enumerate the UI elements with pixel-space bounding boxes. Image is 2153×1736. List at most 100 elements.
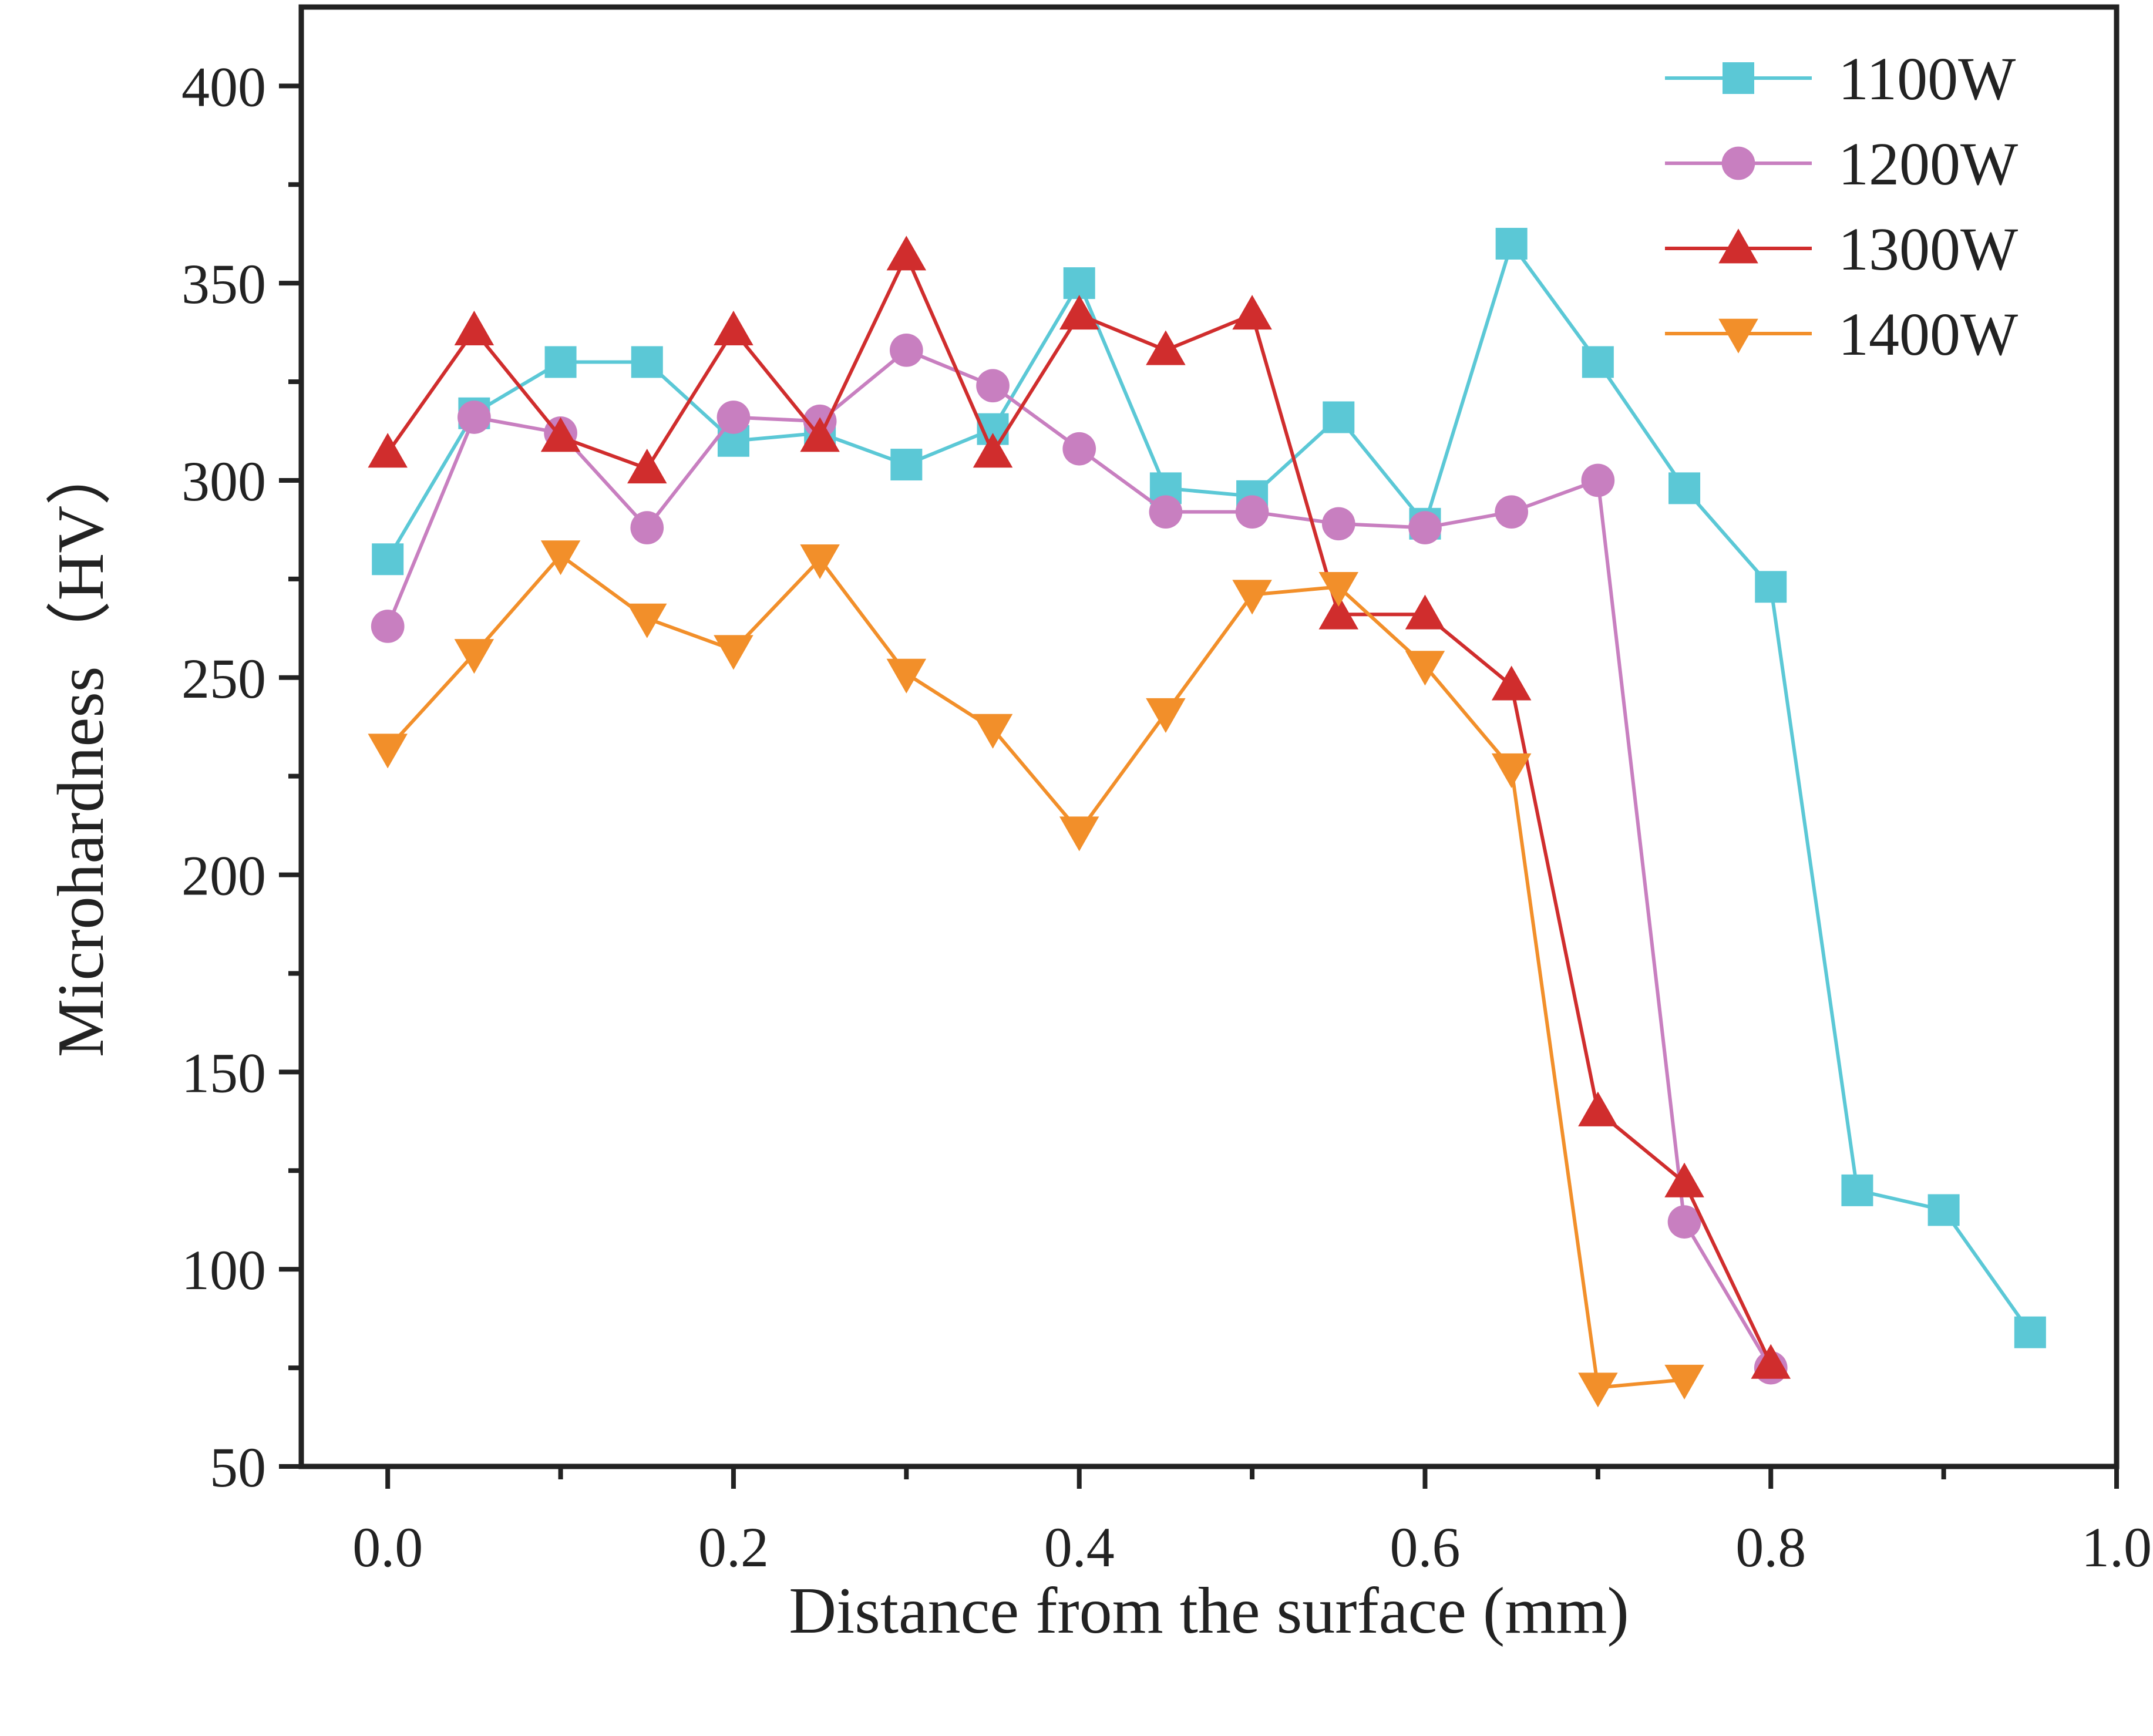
y-tick-label: 100 [181,1239,266,1301]
series-line-1200W [386,348,1772,1369]
data-point-1300W [1491,665,1532,701]
data-point-1200W [889,333,923,367]
data-point-1200W [630,511,664,544]
x-tick-label: 0.6 [1390,1516,1460,1579]
series-1300W [368,235,1791,1379]
data-point-1300W [1751,1344,1791,1379]
data-point-1200W [1149,495,1183,529]
data-series [368,227,2046,1408]
data-point-1300W [368,433,408,468]
y-axis-title: Microhardness（HV） [45,440,117,1057]
series-line-1400W [386,553,1685,1390]
data-point-1300W [973,433,1013,468]
legend-item-1200W: 1200W [1665,130,2018,198]
data-point-1200W [371,610,405,643]
y-tick-label: 250 [181,647,266,710]
series-line-1100W [386,241,2032,1334]
x-tick-label: 0.2 [698,1516,769,1579]
data-point-1100W [1063,267,1095,300]
data-point-1400W [368,734,408,769]
data-point-1400W [1059,816,1099,852]
series-line-1300W [386,254,1772,1365]
legend-marker [1718,228,1758,264]
data-point-1300W [454,310,494,346]
data-point-1400W [800,544,840,580]
y-tick-label: 400 [181,55,266,118]
data-point-1400W [886,658,927,694]
y-tick-label: 50 [210,1436,266,1499]
data-point-1200W [976,369,1010,403]
data-point-1200W [1495,495,1529,529]
data-point-1100W [372,543,404,576]
data-point-1400W [1578,1372,1618,1408]
data-point-1300W [1664,1162,1704,1197]
data-point-1100W [1927,1194,1960,1226]
legend-label: 1400W [1838,301,2018,368]
data-point-1400W [973,714,1013,749]
legend-label: 1300W [1838,216,2018,283]
data-point-1200W [1235,495,1269,529]
y-tick-label: 350 [181,253,266,315]
data-point-1300W [1146,330,1186,365]
data-point-1200W [716,401,751,434]
x-tick-label: 1.0 [2081,1516,2152,1579]
x-tick-label: 0.0 [352,1516,423,1579]
legend-label: 1100W [1838,45,2016,113]
data-point-1200W [1408,511,1442,544]
plot-frame [298,4,2120,1469]
data-point-1300W [540,417,581,452]
data-point-1300W [714,310,753,346]
axis-ticks: 0.0 0.2 0.4 0.6 0.8 1.0 50 100 150 200 250 300 350 40… [181,55,2152,1579]
data-point-1400W [1146,698,1186,733]
data-point-1100W [1495,227,1528,260]
data-point-1400W [1405,651,1445,686]
series-1100W [372,227,2046,1348]
data-point-1100W [631,346,663,378]
data-point-1100W [1755,571,1787,603]
data-point-1300W [1059,295,1099,330]
legend: 1100W 1200W 1300W 1400W [1665,45,2018,368]
data-point-1400W [714,635,753,670]
data-point-1300W [1318,594,1359,630]
x-axis-title: Distance from the surface (mm) [789,1574,1629,1647]
legend-marker [1721,146,1755,180]
legend-marker [1723,62,1754,94]
y-tick-label: 150 [181,1041,266,1104]
data-point-1400W [1664,1364,1704,1399]
data-point-1400W [627,603,667,638]
data-point-1300W [886,235,927,271]
data-point-1200W [1062,432,1096,466]
data-point-1100W [890,449,923,481]
data-point-1100W [1668,472,1701,504]
y-tick-label: 300 [181,450,266,513]
data-point-1100W [544,346,577,378]
data-point-1300W [1578,1091,1618,1126]
data-point-1100W [1841,1174,1873,1206]
legend-marker [1718,318,1758,354]
data-point-1300W [1232,295,1272,330]
data-point-1100W [2014,1316,2046,1348]
legend-item-1100W: 1100W [1665,45,2016,113]
data-point-1100W [1323,401,1355,433]
data-point-1300W [800,417,840,452]
data-point-1300W [627,449,667,484]
data-point-1300W [1405,594,1445,630]
legend-item-1400W: 1400W [1665,301,2018,368]
data-point-1100W [1582,346,1614,378]
x-tick-label: 0.8 [1735,1516,1806,1579]
data-point-1400W [1491,753,1532,788]
series-1200W [371,333,1788,1385]
series-1400W [368,540,1704,1408]
legend-item-1300W: 1300W [1665,216,2018,283]
x-tick-label: 0.4 [1044,1516,1115,1579]
data-point-1400W [540,540,581,576]
data-point-1200W [457,401,491,434]
data-point-1400W [1318,571,1359,607]
data-point-1200W [1321,507,1355,541]
data-point-1200W [1667,1205,1701,1239]
data-point-1400W [454,639,494,674]
legend-label: 1200W [1838,130,2018,198]
data-point-1200W [1581,463,1615,497]
